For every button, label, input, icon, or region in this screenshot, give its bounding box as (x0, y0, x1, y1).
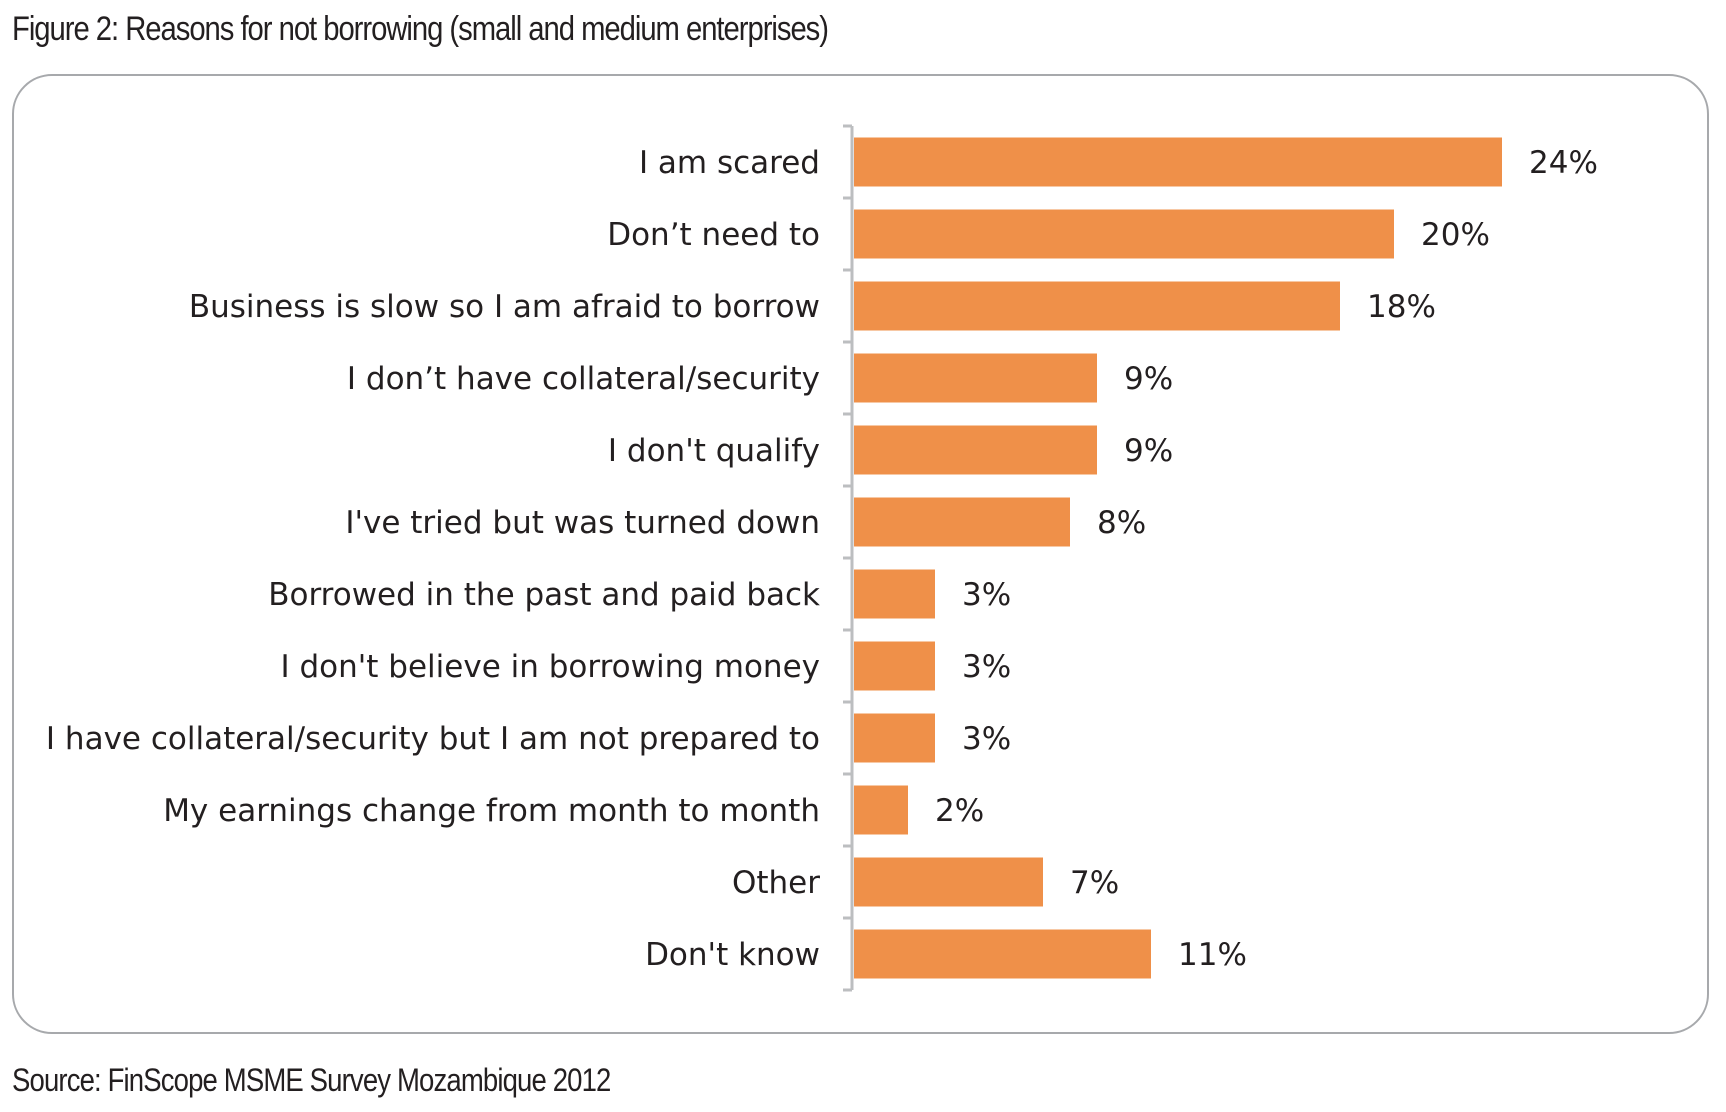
value-label: 20% (1421, 217, 1490, 253)
value-label: 24% (1529, 145, 1598, 181)
source-note: Source: FinScope MSME Survey Mozambique … (12, 1062, 611, 1098)
bar (854, 353, 1097, 403)
value-label: 2% (935, 793, 984, 829)
category-label: I am scared (639, 145, 820, 181)
figure-title: Figure 2: Reasons for not borrowing (sma… (12, 10, 829, 48)
value-labels: 24% 20% 18% 9% 9% 8% 3% 3% 3% 2% 7% 11% (935, 145, 1598, 973)
bar (854, 857, 1043, 907)
value-label: 9% (1124, 361, 1173, 397)
category-label: Don't know (645, 937, 820, 973)
category-label: My earnings change from month to month (163, 793, 820, 829)
y-axis (843, 124, 854, 992)
category-label: Business is slow so I am afraid to borro… (189, 289, 820, 325)
value-label: 8% (1097, 505, 1146, 541)
category-label: I don’t have collateral/security (347, 361, 820, 397)
category-label: I don't qualify (608, 433, 820, 469)
bar (854, 929, 1151, 979)
value-label: 3% (962, 577, 1011, 613)
value-label: 3% (962, 649, 1011, 685)
value-label: 9% (1124, 433, 1173, 469)
bar (854, 137, 1502, 187)
bars (854, 137, 1502, 979)
bar (854, 425, 1097, 475)
category-label: I have collateral/security but I am not … (46, 721, 820, 757)
value-label: 11% (1178, 937, 1247, 973)
bar (854, 497, 1070, 547)
category-label: Other (732, 865, 820, 901)
bar (854, 281, 1340, 331)
category-label: Don’t need to (607, 217, 820, 253)
value-label: 18% (1367, 289, 1436, 325)
category-labels: I am scared Don’t need to Business is slow… (46, 145, 820, 973)
bar (854, 641, 935, 691)
category-label: I've tried but was turned down (345, 505, 820, 541)
value-label: 3% (962, 721, 1011, 757)
category-label: Borrowed in the past and paid back (268, 577, 820, 613)
bar (854, 209, 1394, 259)
bar (854, 785, 908, 835)
value-label: 7% (1070, 865, 1119, 901)
bar (854, 713, 935, 763)
category-label: I don't believe in borrowing money (280, 649, 820, 685)
bar (854, 569, 935, 619)
